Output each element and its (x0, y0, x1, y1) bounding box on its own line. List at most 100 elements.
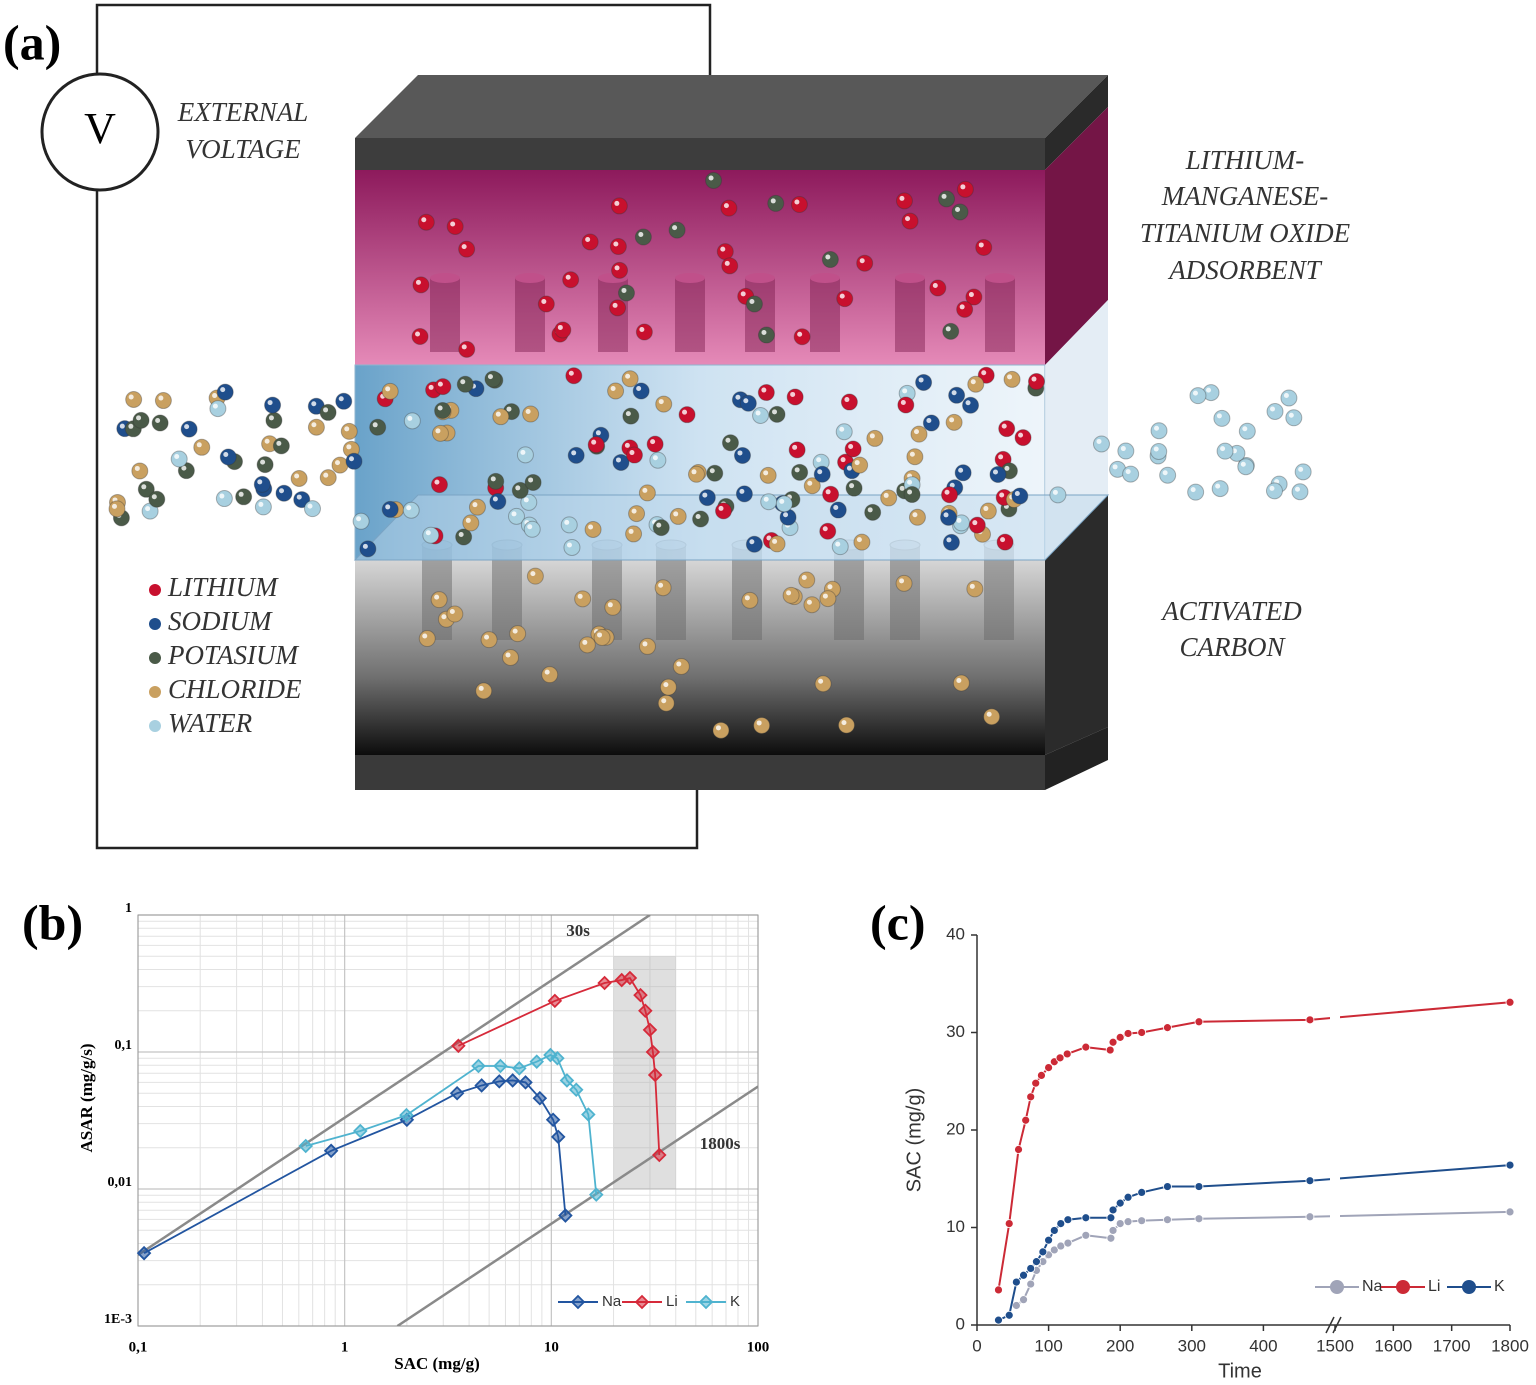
ion (845, 479, 863, 497)
ion-highlight (610, 385, 616, 391)
axis-break (1325, 1316, 1342, 1334)
marker (581, 1107, 596, 1122)
y-tick-label: 0 (956, 1314, 965, 1333)
ion (565, 367, 583, 385)
ion (554, 321, 572, 339)
ion-highlight (676, 661, 682, 667)
ion (1237, 458, 1255, 476)
ion (945, 413, 963, 431)
label: LITHIUM- (1185, 145, 1305, 175)
ion (948, 386, 966, 404)
ion-highlight (515, 485, 521, 491)
ion-highlight (642, 487, 648, 493)
ion-highlight (260, 459, 266, 465)
plot-frame (137, 914, 759, 1327)
ion (853, 533, 871, 551)
marker (1063, 1215, 1073, 1225)
marker (1137, 1216, 1147, 1226)
ion-highlight (744, 595, 750, 601)
marker (1055, 1053, 1065, 1063)
ion (745, 295, 763, 313)
ion (840, 393, 858, 411)
ion-highlight (323, 407, 329, 413)
label: ACTIVATED (1160, 596, 1302, 626)
ion-highlight (636, 385, 642, 391)
ion-highlight (174, 453, 180, 459)
top-face (355, 75, 1108, 138)
ion-highlight (372, 422, 378, 428)
ion-highlight (196, 442, 202, 448)
marker (353, 1123, 368, 1139)
marker (492, 1074, 507, 1089)
ion (942, 533, 960, 551)
ion-highlight (577, 593, 583, 599)
ion-highlight (912, 512, 918, 518)
ion-highlight (591, 439, 597, 445)
ion (625, 525, 643, 543)
marker (1044, 1235, 1053, 1245)
ion (782, 586, 800, 604)
ion-highlight (1274, 479, 1280, 485)
ion-highlight (528, 477, 534, 483)
ion (403, 412, 421, 430)
marker (1011, 1301, 1021, 1310)
x-tick-label: 10 (544, 1339, 559, 1355)
ion (632, 382, 650, 400)
reference-line (138, 915, 651, 1257)
x-axis-label: SAC (mg/g) (394, 1354, 479, 1373)
cell (353, 75, 1110, 790)
ion-highlight (691, 469, 697, 475)
ion (822, 485, 840, 503)
ion (669, 507, 687, 525)
legend-label: SODIUM (168, 606, 273, 636)
ion (813, 465, 831, 483)
annotation: 30s (566, 921, 590, 940)
ion-highlight (478, 685, 484, 691)
pore (675, 278, 705, 352)
ion-highlight (212, 393, 218, 399)
ion (1011, 487, 1029, 505)
marker (1115, 1219, 1125, 1228)
ion-highlight (1031, 376, 1037, 382)
legend-label: Li (666, 1293, 678, 1310)
ion (610, 197, 628, 215)
ion-highlight (158, 395, 164, 401)
ion (814, 675, 832, 693)
ion (1122, 465, 1140, 483)
ion (417, 213, 435, 231)
ion-highlight (958, 467, 964, 473)
ion (716, 243, 734, 261)
pore (810, 278, 840, 352)
marker (399, 1107, 414, 1123)
ion-highlight (656, 522, 662, 528)
y-tick-label: 0,1 (115, 1038, 133, 1053)
ion (687, 465, 705, 483)
ion-highlight (238, 491, 244, 497)
legend-dot (149, 584, 161, 596)
ion (942, 322, 960, 340)
ion-highlight (949, 482, 955, 488)
marker (1194, 1182, 1204, 1191)
ion-highlight (1007, 374, 1013, 380)
ion (753, 716, 771, 734)
ion (739, 394, 757, 412)
ion-highlight (806, 599, 812, 605)
pore-top (745, 273, 775, 283)
ion (668, 221, 686, 239)
ion (617, 284, 635, 302)
marker (645, 1044, 661, 1060)
ion-highlight (323, 472, 329, 478)
marker (1063, 1238, 1073, 1248)
ion (759, 466, 777, 484)
ion-highlight (495, 411, 501, 417)
ion (638, 637, 656, 655)
series-line (997, 1001, 1511, 1291)
ion (1150, 442, 1168, 460)
ion (856, 254, 874, 272)
ion (922, 414, 940, 432)
ion-highlight (385, 386, 391, 392)
ion (1003, 370, 1021, 388)
ion (108, 500, 126, 518)
ion-highlight (972, 520, 978, 526)
ion (219, 448, 237, 466)
